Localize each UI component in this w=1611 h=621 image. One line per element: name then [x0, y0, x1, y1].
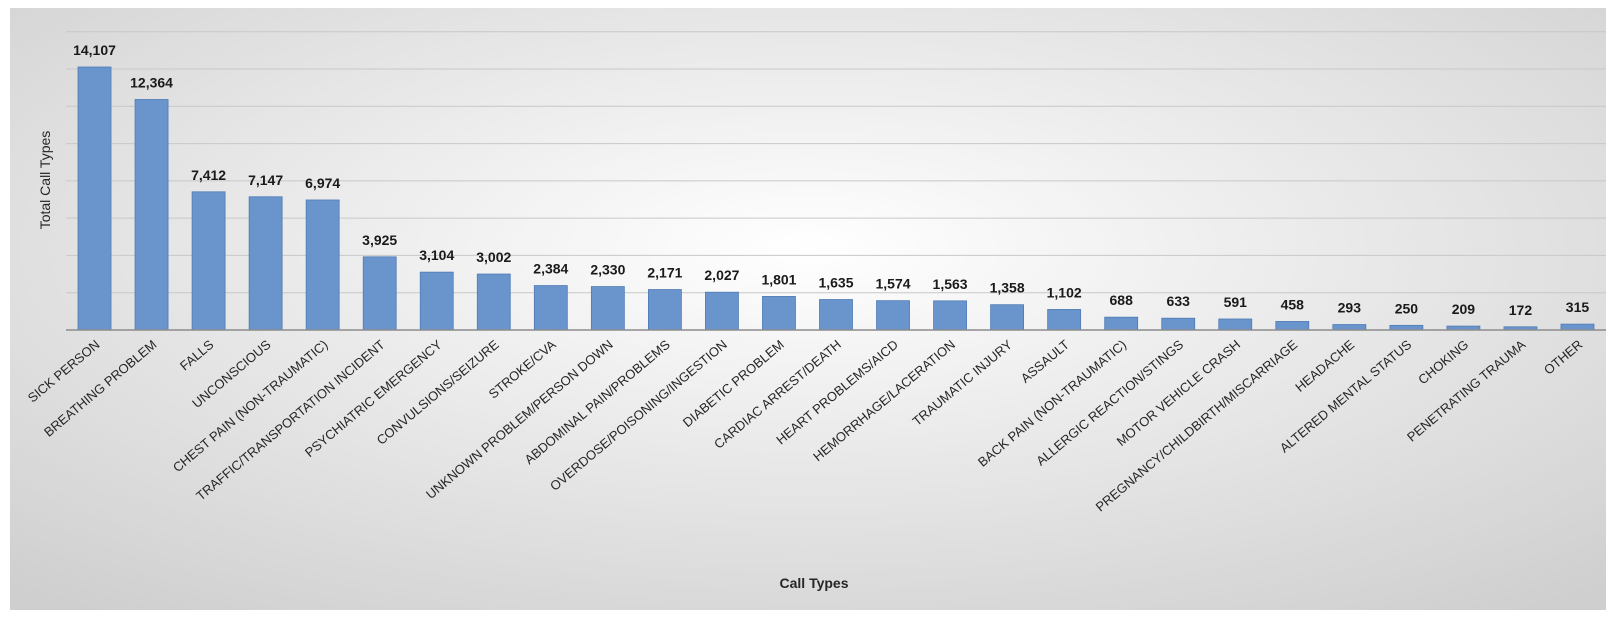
- data-label: 6,974: [305, 175, 340, 191]
- data-label: 591: [1224, 294, 1248, 310]
- bar: [191, 191, 226, 331]
- data-label: 1,358: [990, 280, 1025, 296]
- data-label: 633: [1167, 293, 1191, 309]
- data-label: 3,002: [476, 249, 511, 265]
- data-label: 315: [1566, 299, 1590, 315]
- data-label: 7,412: [191, 167, 226, 183]
- data-label: 12,364: [130, 74, 173, 90]
- bar: [476, 273, 511, 331]
- y-axis-title: Total Call Types: [37, 131, 53, 230]
- data-label: 1,635: [818, 275, 853, 291]
- bars: [77, 66, 1595, 331]
- bar: [77, 66, 112, 331]
- bar: [1332, 324, 1367, 331]
- bar: [819, 299, 853, 331]
- bar: [305, 199, 340, 331]
- bar: [533, 285, 568, 331]
- data-label: 3,104: [419, 247, 454, 263]
- bar: [876, 300, 910, 331]
- data-label: 3,925: [362, 232, 397, 248]
- data-label: 7,147: [248, 172, 283, 188]
- data-labels: 14,107 12,364 7,412 7,147 6,974 3,925 3,104 3,0…: [73, 42, 1589, 318]
- bar: [419, 271, 454, 331]
- bar: [647, 289, 682, 331]
- data-label: 172: [1509, 302, 1533, 318]
- data-label: 1,102: [1047, 284, 1082, 300]
- bar: [1218, 318, 1253, 331]
- bar: [248, 196, 283, 331]
- data-label: 209: [1452, 301, 1476, 317]
- data-label: 1,563: [933, 276, 968, 292]
- data-label: 458: [1281, 296, 1305, 312]
- data-label: 2,171: [647, 265, 682, 281]
- bar: [705, 291, 739, 331]
- bar: [1275, 321, 1310, 331]
- x-axis-title: Call Types: [780, 575, 849, 591]
- data-label: 1,801: [761, 271, 796, 287]
- data-label: 2,330: [590, 262, 625, 278]
- data-label: 2,384: [533, 261, 568, 277]
- bar: [1161, 317, 1196, 331]
- bar: [990, 304, 1025, 331]
- bar: [1104, 316, 1139, 331]
- data-label: 250: [1395, 300, 1419, 316]
- bar: [762, 296, 796, 331]
- bar: [362, 256, 397, 331]
- data-label: 1,574: [876, 276, 911, 292]
- data-label: 688: [1110, 292, 1134, 308]
- bar: [590, 286, 625, 331]
- data-label: 293: [1338, 300, 1362, 316]
- bar: [933, 300, 967, 331]
- bar: [1560, 323, 1595, 331]
- bar: [134, 99, 169, 331]
- data-label: 14,107: [73, 42, 116, 58]
- data-label: 2,027: [704, 267, 739, 283]
- bar: [1047, 309, 1082, 331]
